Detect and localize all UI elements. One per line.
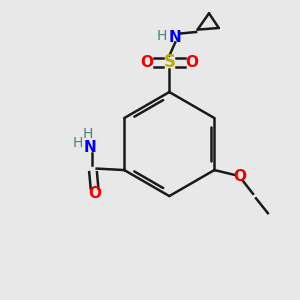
Text: H: H bbox=[82, 128, 93, 141]
Text: N: N bbox=[169, 30, 182, 45]
Text: H: H bbox=[72, 136, 83, 150]
Text: S: S bbox=[163, 53, 175, 71]
Text: O: O bbox=[233, 169, 246, 184]
Text: O: O bbox=[185, 55, 198, 70]
Text: O: O bbox=[140, 55, 154, 70]
Text: O: O bbox=[88, 186, 101, 201]
Text: N: N bbox=[84, 140, 97, 155]
Text: H: H bbox=[157, 28, 167, 43]
